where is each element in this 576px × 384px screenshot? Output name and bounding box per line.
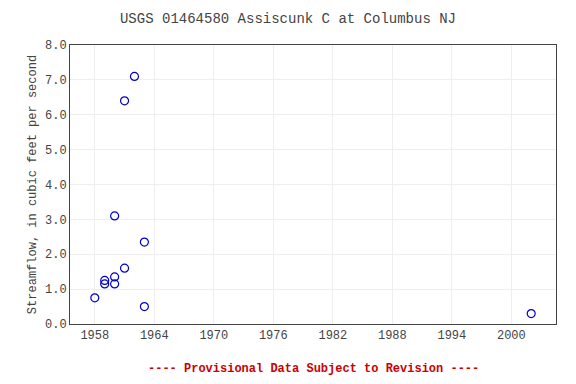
- svg-text:1.0: 1.0: [45, 283, 67, 297]
- svg-text:4.0: 4.0: [45, 179, 67, 193]
- svg-text:6.0: 6.0: [45, 109, 67, 123]
- svg-text:Streamflow, in cubic feet per: Streamflow, in cubic feet per second: [26, 55, 40, 314]
- svg-text:1982: 1982: [318, 329, 347, 343]
- svg-text:USGS 01464580 Assiscunk C at C: USGS 01464580 Assiscunk C at Columbus NJ: [120, 11, 456, 27]
- svg-text:3.0: 3.0: [45, 214, 67, 228]
- svg-text:1988: 1988: [378, 329, 407, 343]
- svg-text:7.0: 7.0: [45, 74, 67, 88]
- svg-text:1994: 1994: [437, 329, 466, 343]
- svg-text:0.0: 0.0: [45, 318, 67, 332]
- svg-text:2.0: 2.0: [45, 248, 67, 262]
- svg-text:1976: 1976: [259, 329, 288, 343]
- svg-text:2000: 2000: [497, 329, 526, 343]
- svg-text:1958: 1958: [80, 329, 109, 343]
- svg-text:1964: 1964: [140, 329, 169, 343]
- svg-text:1970: 1970: [199, 329, 228, 343]
- svg-text:---- Provisional Data Subject: ---- Provisional Data Subject to Revisio…: [148, 362, 479, 376]
- svg-text:5.0: 5.0: [45, 144, 67, 158]
- svg-text:8.0: 8.0: [45, 39, 67, 53]
